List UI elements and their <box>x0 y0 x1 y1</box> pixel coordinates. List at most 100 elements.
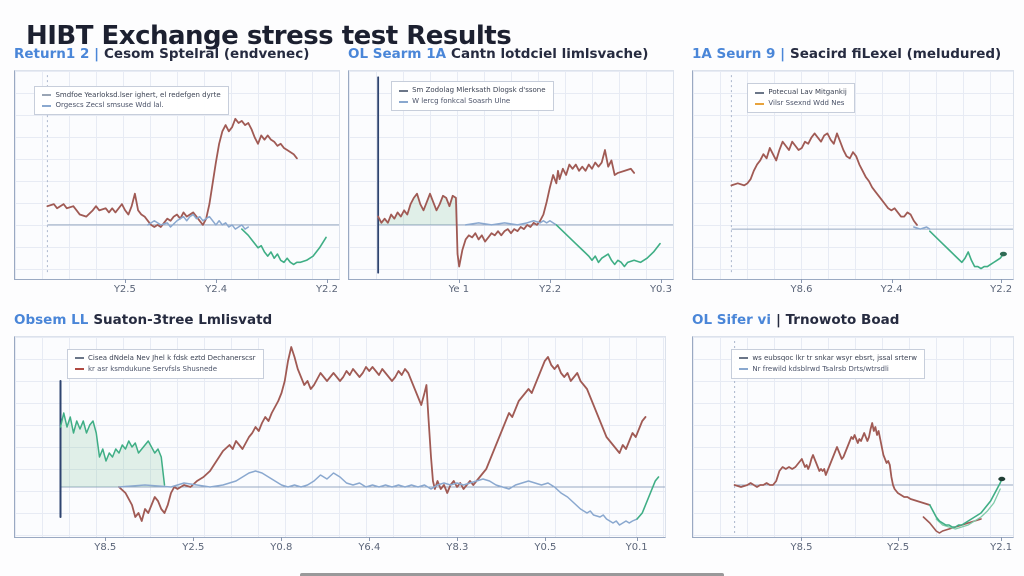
chart-title-text: Cantn lotdciel limlsvache) <box>451 46 649 62</box>
x-tick-mark <box>545 537 547 541</box>
chart-title-prefix: OL Searm 1A <box>348 46 447 62</box>
chart-panel-contagion: OL Searm 1A Cantn lotdciel limlsvache) Sm… <box>348 46 674 298</box>
chart-plot-area: Smdfoe Yearloksd.lser ighert, el redefge… <box>14 70 340 280</box>
x-axis-labels: Ye 1 Y2.2 Y0.3 <box>348 279 674 298</box>
legend-marker <box>755 102 765 105</box>
x-tick-label: Y2.5 <box>113 284 136 295</box>
legend-entry: ws eubsqoc lkr tr snkar wsyr ebsrt, jssa… <box>739 353 917 364</box>
x-tick-mark <box>801 537 803 541</box>
chart-title-prefix: Obsem LL <box>14 312 89 328</box>
legend-marker <box>739 357 749 360</box>
legend-entry: Smdfoe Yearloksd.lser ighert, el redefge… <box>42 90 221 101</box>
legend-entry: Orgescs Zecsl smsuse Wdd lal. <box>42 100 220 111</box>
legend-label: Smdfoe Yearloksd.lser ighert, el redefge… <box>55 90 221 99</box>
x-tick-label: Y8.3 <box>446 542 469 553</box>
x-tick-mark <box>898 537 900 541</box>
x-tick-label: Y2.2 <box>990 284 1013 295</box>
x-tick-mark <box>1001 279 1003 283</box>
chart-title: Obsem LL Suaton-3tree Lmlisvatd <box>14 312 666 336</box>
x-tick-label: Y8.6 <box>790 284 813 295</box>
x-tick-label: Y0.3 <box>649 284 672 295</box>
x-tick-label: Y8.5 <box>94 542 117 553</box>
x-tick-label: Y2.2 <box>315 284 338 295</box>
legend-marker <box>42 93 52 96</box>
chart-title-prefix: Return1 2 | <box>14 46 100 62</box>
x-axis-labels: Y2.5 Y2.4 Y2.2 <box>14 279 340 298</box>
x-axis-labels: Y8.5 Y2.5 Y2.1 <box>692 537 1014 556</box>
legend-entry: Potecual Lav Mitgankij <box>755 87 847 98</box>
x-tick-label: Y8.5 <box>790 542 813 553</box>
legend-entry: kr asr ksmdukune Servfsls Shusnede <box>75 364 256 375</box>
legend-label: W lercg fonkcal Soasrh Ulne <box>412 97 511 106</box>
legend-entry: W lercg fonkcal Soasrh Ulne <box>399 96 545 107</box>
legend-label: Orgescs Zecsl smsuse Wdd lal. <box>55 101 164 110</box>
chart-title-text: Seacird fiLexel (meludured) <box>790 46 1002 62</box>
x-tick-label: Y2.1 <box>990 542 1013 553</box>
x-tick-mark <box>281 537 283 541</box>
chart-legend: Cisea dNdela Nev Jhel k fdsk eztd Dechan… <box>67 349 264 379</box>
chart-legend: ws eubsqoc lkr tr snkar wsyr ebsrt, jssa… <box>731 349 925 379</box>
x-tick-label: Y2.4 <box>205 284 228 295</box>
legend-label: Potecual Lav Mitgankij <box>768 88 847 97</box>
legend-marker <box>42 104 52 107</box>
chart-panel-secured-level: 1A Seurn 9 | Seacird fiLexel (meludured) … <box>692 46 1014 298</box>
legend-label: Sm Zodolag Mlerksath Dlogsk d'ssone <box>412 86 546 95</box>
x-axis-labels: Y8.5 Y2.5 Y0.8 Y6.4 Y8.3 Y0.5 Y0.1 <box>14 537 666 556</box>
legend-label: Nr frewild kdsblrwd Tsalrsb Drts/wtrsdli <box>752 364 889 373</box>
x-tick-label: Y2.5 <box>182 542 205 553</box>
chart-title: OL Searm 1A Cantn lotdciel limlsvache) <box>348 46 674 70</box>
x-tick-mark <box>660 279 662 283</box>
x-tick-mark <box>216 279 218 283</box>
x-tick-mark <box>369 537 371 541</box>
x-tick-mark <box>550 279 552 283</box>
chart-legend: Sm Zodolag Mlerksath Dlogsk d'ssone W ler… <box>391 81 554 112</box>
x-tick-mark <box>801 279 803 283</box>
line-chart <box>693 71 1013 279</box>
legend-marker <box>399 89 409 92</box>
x-tick-label: Y2.5 <box>887 542 910 553</box>
legend-label: Cisea dNdela Nev Jhel k fdsk eztd Dechan… <box>88 354 256 362</box>
chart-title: OL Sifer vi | Trnowoto Boad <box>692 312 1014 336</box>
chart-panel-scenario-three: Obsem LL Suaton-3tree Lmlisvatd Cisea dNd… <box>14 312 666 556</box>
legend-marker <box>75 357 84 360</box>
chart-title-text: | Trnowoto Boad <box>775 312 900 328</box>
x-axis-labels: Y8.6 Y2.4 Y2.2 <box>692 279 1014 298</box>
chart-plot-area: Cisea dNdela Nev Jhel k fdsk eztd Dechan… <box>14 336 666 538</box>
legend-marker <box>755 91 765 94</box>
legend-marker <box>739 368 749 371</box>
line-chart <box>349 71 673 279</box>
x-tick-label: Y2.4 <box>880 284 903 295</box>
chart-panel-spread: Return1 2 | Cesom Sptelral (endvenec) Smd… <box>14 46 340 298</box>
x-tick-label: Y0.8 <box>270 542 293 553</box>
line-chart <box>693 337 1013 537</box>
x-tick-mark <box>193 537 195 541</box>
x-tick-label: Y0.5 <box>534 542 557 553</box>
legend-label: Vilsr Ssexnd Wdd Nes <box>768 99 845 108</box>
x-tick-label: Ye 1 <box>448 284 470 295</box>
chart-plot-area: Sm Zodolag Mlerksath Dlogsk d'ssone W ler… <box>348 70 674 280</box>
legend-entry: Nr frewild kdsblrwd Tsalrsb Drts/wtrsdli <box>739 364 917 375</box>
legend-marker <box>75 368 84 371</box>
chart-plot-area: ws eubsqoc lkr tr snkar wsyr ebsrt, jssa… <box>692 336 1014 538</box>
chart-panel-treasury-board: OL Sifer vi | Trnowoto Boad ws eubsqoc lk… <box>692 312 1014 556</box>
chart-title: 1A Seurn 9 | Seacird fiLexel (meludured) <box>692 46 1014 70</box>
x-tick-mark <box>458 279 460 283</box>
x-tick-mark <box>124 279 126 283</box>
legend-marker <box>399 100 409 103</box>
chart-title-text: Suaton-3tree Lmlisvatd <box>93 312 273 328</box>
x-tick-label: Y6.4 <box>358 542 381 553</box>
chart-legend: Potecual Lav Mitgankij Vilsr Ssexnd Wdd N… <box>747 83 855 114</box>
line-chart <box>15 337 665 537</box>
x-tick-mark <box>891 279 893 283</box>
chart-title-text: Cesom Sptelral (endvenec) <box>104 46 310 62</box>
line-chart <box>15 71 339 279</box>
legend-label: kr asr ksmdukune Servfsls Shusnede <box>88 364 217 373</box>
x-tick-label: Y2.2 <box>539 284 562 295</box>
chart-title-prefix: 1A Seurn 9 | <box>692 46 786 62</box>
x-tick-label: Y0.1 <box>625 542 648 553</box>
x-tick-mark <box>1001 537 1003 541</box>
legend-entry: Vilsr Ssexnd Wdd Nes <box>755 98 846 109</box>
legend-entry: Cisea dNdela Nev Jhel k fdsk eztd Dechan… <box>75 353 256 364</box>
chart-legend: Smdfoe Yearloksd.lser ighert, el redefge… <box>34 85 229 116</box>
legend-entry: Sm Zodolag Mlerksath Dlogsk d'ssone <box>399 85 546 96</box>
